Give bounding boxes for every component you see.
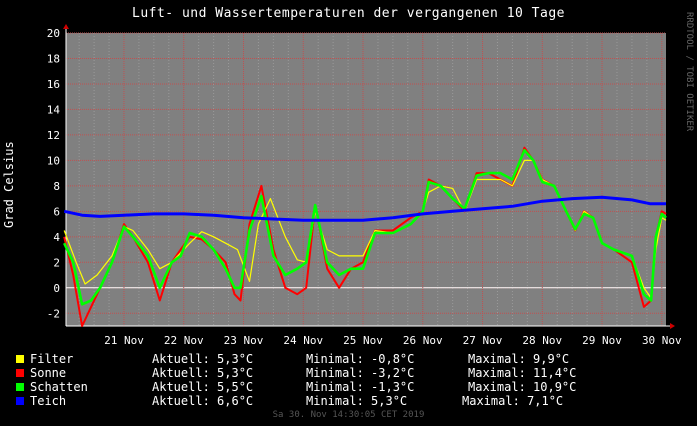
legend-min: Minimal: -1,3°C — [306, 380, 415, 394]
x-tick-label: 28 Nov — [522, 334, 562, 347]
y-tick-label: 4 — [53, 231, 60, 244]
legend-min: Minimal: 5,3°C — [306, 394, 408, 408]
y-tick-label: 14 — [47, 103, 61, 116]
legend-min: Minimal: -0,8°C — [306, 352, 415, 366]
y-tick-label: 18 — [47, 52, 60, 65]
y-tick-label: 10 — [47, 154, 60, 167]
x-tick-label: 22 Nov — [164, 334, 204, 347]
x-tick-label: 29 Nov — [582, 334, 622, 347]
x-tick-label: 21 Nov — [104, 334, 144, 347]
legend-max: Maximal: 7,1°C — [462, 394, 564, 408]
legend-min: Minimal: -3,2°C — [306, 366, 415, 380]
plot-background — [66, 33, 666, 326]
legend-max: Maximal: 9,9°C — [468, 352, 570, 366]
legend-current: Aktuell: 5,5°C — [152, 380, 254, 394]
legend-name: Schatten — [30, 380, 88, 394]
legend-name: Sonne — [30, 366, 67, 380]
y-tick-label: -2 — [47, 307, 60, 320]
x-tick-label: 24 Nov — [283, 334, 323, 347]
x-tick-label: 25 Nov — [343, 334, 383, 347]
legend-swatch-filter — [16, 355, 24, 363]
y-tick-label: 16 — [47, 78, 60, 91]
legend-max: Maximal: 10,9°C — [468, 380, 577, 394]
legend-swatch-sonne — [16, 369, 24, 377]
legend-name: Filter — [30, 352, 74, 366]
y-tick-label: 20 — [47, 27, 60, 40]
legend-current: Aktuell: 5,3°C — [152, 352, 254, 366]
x-tick-label: 27 Nov — [463, 334, 503, 347]
y-tick-label: 12 — [47, 129, 60, 142]
y-tick-label: 0 — [53, 282, 60, 295]
x-tick-label: 23 Nov — [224, 334, 264, 347]
y-tick-label: 6 — [53, 205, 60, 218]
x-axis-arrow — [670, 323, 675, 329]
y-tick-label: 8 — [53, 180, 60, 193]
legend-current: Aktuell: 5,3°C — [152, 366, 254, 380]
timestamp: Sa 30. Nov 14:30:05 CET 2019 — [272, 410, 425, 420]
legend-name: Teich — [30, 394, 67, 408]
legend-swatch-schatten — [16, 383, 24, 391]
rrdtool-credit: RRDTOOL / TOBI OETIKER — [684, 12, 694, 132]
legend-swatch-teich — [16, 397, 24, 405]
series-line-schatten — [63, 148, 667, 306]
y-axis-arrow — [63, 24, 69, 29]
chart-title: Luft- und Wassertemperaturen der vergang… — [132, 6, 565, 21]
x-tick-label: 30 Nov — [642, 334, 682, 347]
x-tick-label: 26 Nov — [403, 334, 443, 347]
y-tick-label: 2 — [53, 256, 60, 269]
legend-current: Aktuell: 6,6°C — [152, 394, 254, 408]
legend-max: Maximal: 11,4°C — [468, 366, 577, 380]
series-line-teich — [63, 195, 666, 222]
